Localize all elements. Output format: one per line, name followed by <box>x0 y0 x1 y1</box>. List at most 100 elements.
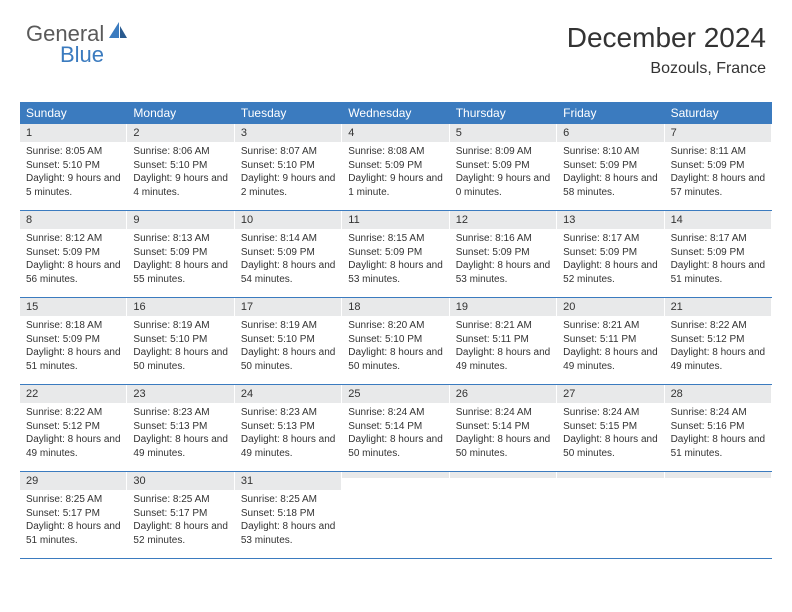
day-body: Sunrise: 8:14 AMSunset: 5:09 PMDaylight:… <box>235 229 342 292</box>
brand-part2: Blue <box>60 42 104 68</box>
sunset-line: Sunset: 5:10 PM <box>26 159 121 173</box>
sunset-line: Sunset: 5:09 PM <box>133 246 228 260</box>
day-body: Sunrise: 8:22 AMSunset: 5:12 PMDaylight:… <box>20 403 127 466</box>
day-cell: 4Sunrise: 8:08 AMSunset: 5:09 PMDaylight… <box>342 124 449 210</box>
day-body: Sunrise: 8:21 AMSunset: 5:11 PMDaylight:… <box>450 316 557 379</box>
sunset-line: Sunset: 5:09 PM <box>456 159 551 173</box>
daylight-line: Daylight: 8 hours and 49 minutes. <box>26 433 121 460</box>
sunrise-line: Sunrise: 8:17 AM <box>563 232 658 246</box>
sunrise-line: Sunrise: 8:19 AM <box>241 319 336 333</box>
daylight-line: Daylight: 9 hours and 2 minutes. <box>241 172 336 199</box>
sunset-line: Sunset: 5:12 PM <box>671 333 766 347</box>
daylight-line: Daylight: 8 hours and 50 minutes. <box>563 433 658 460</box>
day-number: 23 <box>127 385 234 403</box>
sunset-line: Sunset: 5:10 PM <box>241 159 336 173</box>
day-body: Sunrise: 8:20 AMSunset: 5:10 PMDaylight:… <box>342 316 449 379</box>
sunset-line: Sunset: 5:17 PM <box>26 507 121 521</box>
day-number: 27 <box>557 385 664 403</box>
weekday-header-row: SundayMondayTuesdayWednesdayThursdayFrid… <box>20 102 772 124</box>
day-number: 8 <box>20 211 127 229</box>
sunset-line: Sunset: 5:09 PM <box>563 159 658 173</box>
day-cell: 24Sunrise: 8:23 AMSunset: 5:13 PMDayligh… <box>235 385 342 471</box>
day-cell: 13Sunrise: 8:17 AMSunset: 5:09 PMDayligh… <box>557 211 664 297</box>
day-cell: 17Sunrise: 8:19 AMSunset: 5:10 PMDayligh… <box>235 298 342 384</box>
daylight-line: Daylight: 9 hours and 5 minutes. <box>26 172 121 199</box>
sunrise-line: Sunrise: 8:11 AM <box>671 145 766 159</box>
day-cell: 7Sunrise: 8:11 AMSunset: 5:09 PMDaylight… <box>665 124 772 210</box>
daylight-line: Daylight: 8 hours and 52 minutes. <box>563 259 658 286</box>
daylight-line: Daylight: 8 hours and 50 minutes. <box>456 433 551 460</box>
day-body: Sunrise: 8:11 AMSunset: 5:09 PMDaylight:… <box>665 142 772 205</box>
day-cell: 9Sunrise: 8:13 AMSunset: 5:09 PMDaylight… <box>127 211 234 297</box>
sunrise-line: Sunrise: 8:13 AM <box>133 232 228 246</box>
day-cell <box>342 472 449 558</box>
day-cell: 20Sunrise: 8:21 AMSunset: 5:11 PMDayligh… <box>557 298 664 384</box>
day-cell: 16Sunrise: 8:19 AMSunset: 5:10 PMDayligh… <box>127 298 234 384</box>
brand-logo: General Blue <box>26 20 129 47</box>
day-body: Sunrise: 8:25 AMSunset: 5:17 PMDaylight:… <box>127 490 234 553</box>
daylight-line: Daylight: 8 hours and 52 minutes. <box>133 520 228 547</box>
week-row: 8Sunrise: 8:12 AMSunset: 5:09 PMDaylight… <box>20 211 772 298</box>
day-number: 24 <box>235 385 342 403</box>
day-body: Sunrise: 8:22 AMSunset: 5:12 PMDaylight:… <box>665 316 772 379</box>
sunset-line: Sunset: 5:09 PM <box>456 246 551 260</box>
week-row: 1Sunrise: 8:05 AMSunset: 5:10 PMDaylight… <box>20 124 772 211</box>
day-number <box>557 472 664 478</box>
day-cell: 1Sunrise: 8:05 AMSunset: 5:10 PMDaylight… <box>20 124 127 210</box>
sunrise-line: Sunrise: 8:24 AM <box>456 406 551 420</box>
weekday-header: Tuesday <box>235 102 342 124</box>
daylight-line: Daylight: 8 hours and 54 minutes. <box>241 259 336 286</box>
day-body: Sunrise: 8:08 AMSunset: 5:09 PMDaylight:… <box>342 142 449 205</box>
day-number: 25 <box>342 385 449 403</box>
day-number: 14 <box>665 211 772 229</box>
day-cell: 12Sunrise: 8:16 AMSunset: 5:09 PMDayligh… <box>450 211 557 297</box>
sunset-line: Sunset: 5:17 PM <box>133 507 228 521</box>
sunrise-line: Sunrise: 8:05 AM <box>26 145 121 159</box>
day-cell: 11Sunrise: 8:15 AMSunset: 5:09 PMDayligh… <box>342 211 449 297</box>
day-number: 6 <box>557 124 664 142</box>
daylight-line: Daylight: 9 hours and 1 minute. <box>348 172 443 199</box>
day-cell: 27Sunrise: 8:24 AMSunset: 5:15 PMDayligh… <box>557 385 664 471</box>
day-cell <box>665 472 772 558</box>
sunset-line: Sunset: 5:10 PM <box>133 159 228 173</box>
day-number <box>665 472 772 478</box>
day-cell: 31Sunrise: 8:25 AMSunset: 5:18 PMDayligh… <box>235 472 342 558</box>
sunrise-line: Sunrise: 8:09 AM <box>456 145 551 159</box>
weekday-header: Thursday <box>450 102 557 124</box>
day-number: 28 <box>665 385 772 403</box>
day-body: Sunrise: 8:16 AMSunset: 5:09 PMDaylight:… <box>450 229 557 292</box>
daylight-line: Daylight: 8 hours and 49 minutes. <box>241 433 336 460</box>
day-cell: 2Sunrise: 8:06 AMSunset: 5:10 PMDaylight… <box>127 124 234 210</box>
sunrise-line: Sunrise: 8:17 AM <box>671 232 766 246</box>
sunset-line: Sunset: 5:12 PM <box>26 420 121 434</box>
day-cell: 25Sunrise: 8:24 AMSunset: 5:14 PMDayligh… <box>342 385 449 471</box>
day-body: Sunrise: 8:24 AMSunset: 5:14 PMDaylight:… <box>342 403 449 466</box>
day-number: 22 <box>20 385 127 403</box>
sunset-line: Sunset: 5:14 PM <box>348 420 443 434</box>
day-number <box>450 472 557 478</box>
sail-icon <box>107 20 129 47</box>
day-number: 18 <box>342 298 449 316</box>
day-cell: 8Sunrise: 8:12 AMSunset: 5:09 PMDaylight… <box>20 211 127 297</box>
day-number: 12 <box>450 211 557 229</box>
day-cell: 30Sunrise: 8:25 AMSunset: 5:17 PMDayligh… <box>127 472 234 558</box>
sunrise-line: Sunrise: 8:23 AM <box>133 406 228 420</box>
day-body: Sunrise: 8:17 AMSunset: 5:09 PMDaylight:… <box>665 229 772 292</box>
day-number: 30 <box>127 472 234 490</box>
sunset-line: Sunset: 5:09 PM <box>671 246 766 260</box>
day-body: Sunrise: 8:13 AMSunset: 5:09 PMDaylight:… <box>127 229 234 292</box>
day-cell: 18Sunrise: 8:20 AMSunset: 5:10 PMDayligh… <box>342 298 449 384</box>
sunset-line: Sunset: 5:09 PM <box>348 246 443 260</box>
day-body: Sunrise: 8:18 AMSunset: 5:09 PMDaylight:… <box>20 316 127 379</box>
sunset-line: Sunset: 5:15 PM <box>563 420 658 434</box>
day-number: 10 <box>235 211 342 229</box>
day-number: 16 <box>127 298 234 316</box>
day-cell <box>557 472 664 558</box>
sunrise-line: Sunrise: 8:12 AM <box>26 232 121 246</box>
day-body: Sunrise: 8:19 AMSunset: 5:10 PMDaylight:… <box>235 316 342 379</box>
daylight-line: Daylight: 8 hours and 51 minutes. <box>26 520 121 547</box>
sunrise-line: Sunrise: 8:25 AM <box>241 493 336 507</box>
week-row: 29Sunrise: 8:25 AMSunset: 5:17 PMDayligh… <box>20 472 772 559</box>
sunset-line: Sunset: 5:09 PM <box>26 333 121 347</box>
day-body: Sunrise: 8:12 AMSunset: 5:09 PMDaylight:… <box>20 229 127 292</box>
